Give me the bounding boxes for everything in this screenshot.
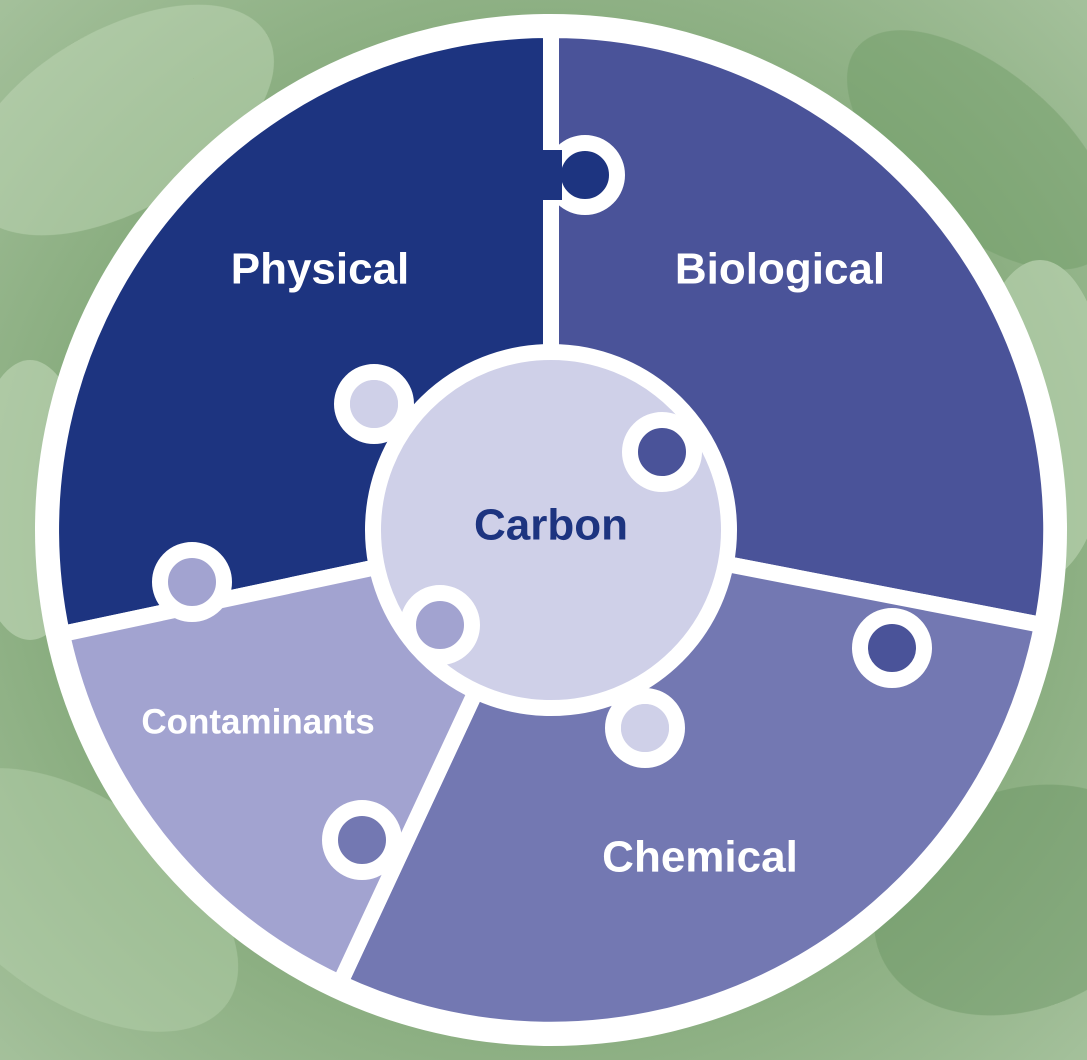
- page: Physical Biological Carbon Contaminants …: [0, 0, 1087, 1060]
- piece-label: Biological: [675, 245, 885, 294]
- knob: [160, 550, 224, 614]
- knob-join: [350, 380, 398, 428]
- puzzle-diagram: Physical Biological Carbon Contaminants …: [0, 0, 1087, 1060]
- piece-label: Physical: [231, 245, 410, 294]
- knob: [408, 593, 472, 657]
- knob: [860, 616, 924, 680]
- knob-join: [621, 704, 669, 752]
- piece-label: Chemical: [602, 833, 798, 882]
- knob-join: [540, 150, 562, 200]
- center-label: Carbon: [474, 501, 628, 550]
- knob: [630, 420, 694, 484]
- knob: [553, 143, 617, 207]
- knob: [330, 808, 394, 872]
- piece-label: Contaminants: [141, 702, 374, 741]
